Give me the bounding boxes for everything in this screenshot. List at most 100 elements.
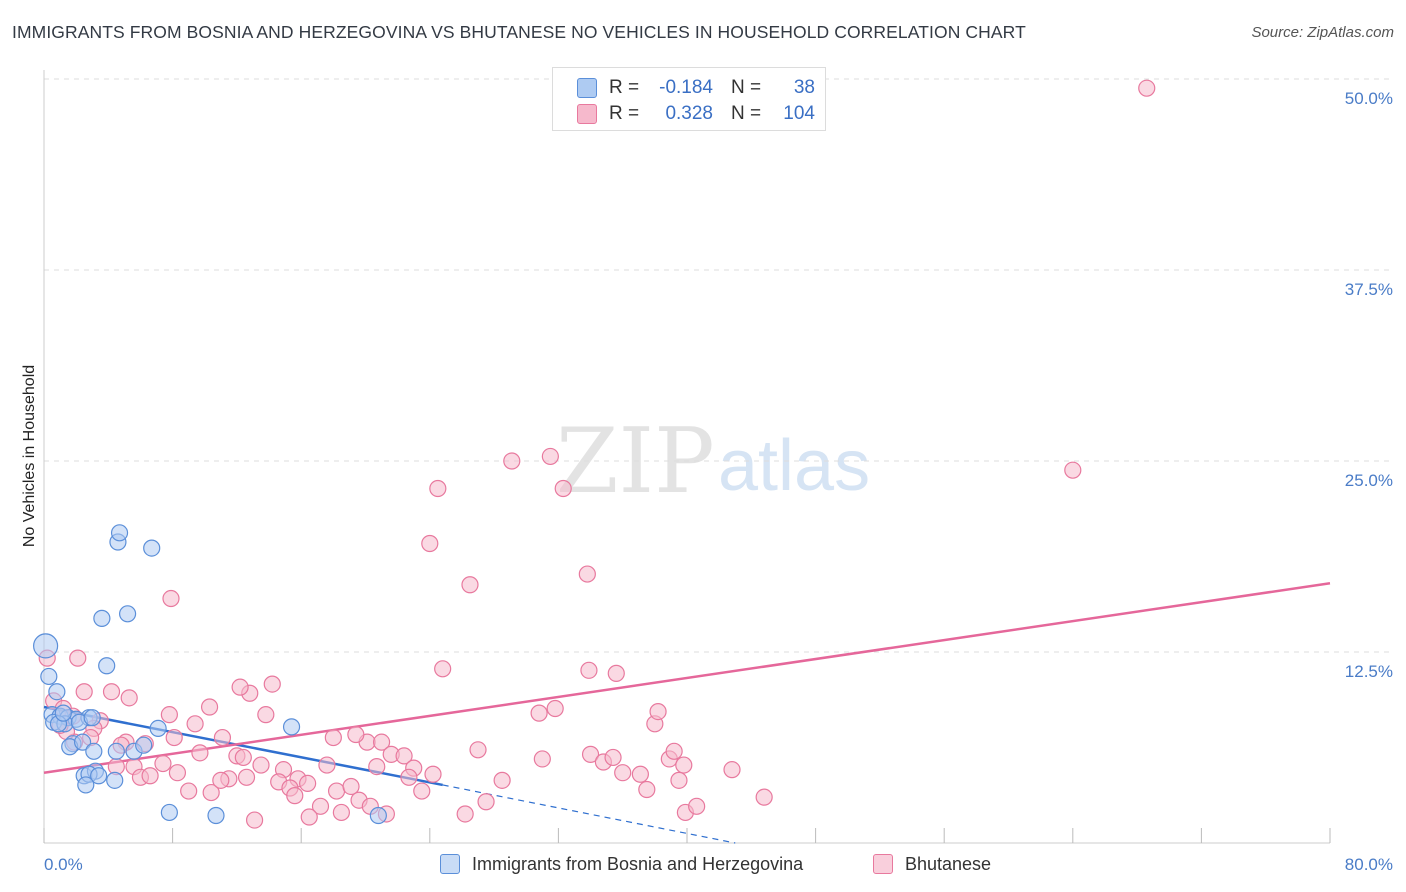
bhutanese-point [237, 768, 256, 786]
legend-r-label: R = [609, 103, 640, 124]
bosnia-point [107, 742, 125, 760]
bhutanese-point [461, 576, 479, 594]
bosnia-points [33, 524, 387, 825]
bhutanese-point [231, 678, 249, 696]
bhutanese-point [234, 748, 252, 767]
bhutanese-point [607, 664, 625, 682]
bosnia-point [73, 733, 92, 751]
y-axis-label: No Vehicles in Household [21, 365, 38, 547]
bhutanese-point [120, 689, 138, 707]
bottom-legend-label-bhutanese: Bhutanese [905, 853, 992, 874]
bhutanese-point [429, 479, 447, 498]
bhutanese-point [413, 782, 431, 800]
legend-row-bhutanese: R = 0.328 N = 104 [577, 102, 815, 126]
y-tick-label-12-5: 12.5% [1345, 662, 1393, 681]
bhutanese-point [434, 660, 452, 678]
bhutanese-point [604, 748, 622, 767]
bhutanese-point [614, 764, 632, 782]
bhutanese-point [456, 805, 474, 823]
bhutanese-point [372, 733, 391, 751]
source-credit: Source: ZipAtlas.com [1251, 24, 1394, 41]
bhutanese-point [1138, 79, 1156, 97]
legend-n-value: 38 [793, 77, 815, 98]
bhutanese-points [38, 79, 1156, 829]
bosnia-point [85, 742, 103, 760]
bhutanese-point [469, 741, 487, 759]
bhutanese-point [541, 447, 559, 466]
bosnia-point [149, 719, 167, 738]
bosnia-point [93, 609, 111, 627]
bottom-legend-label-bosnia: Immigrants from Bosnia and Herzegovina [472, 853, 804, 874]
bhutanese-point [300, 808, 318, 826]
bhutanese-point [168, 764, 187, 782]
bosnia-point [110, 524, 129, 542]
bhutanese-point [477, 793, 495, 811]
watermark-atlas: atlas [718, 426, 870, 506]
y-tick-label-25: 25.0% [1345, 471, 1393, 490]
bhutanese-point [257, 706, 275, 724]
bhutanese-trend-line [43, 582, 1331, 774]
bhutanese-point [400, 768, 418, 786]
bhutanese-point [160, 706, 178, 724]
bhutanese-point [342, 777, 360, 796]
bhutanese-point [200, 698, 219, 716]
bhutanese-point [688, 797, 706, 815]
bhutanese-point [581, 745, 600, 763]
bhutanese-point [530, 704, 548, 722]
legend-r-value: 0.328 [665, 103, 713, 124]
bhutanese-point [263, 675, 281, 693]
bhutanese-point [503, 452, 521, 470]
bhutanese-point [578, 565, 596, 583]
bhutanese-point [154, 754, 172, 773]
bhutanese-point [1064, 461, 1082, 479]
bhutanese-point [395, 747, 413, 765]
bhutanese-point [424, 765, 442, 783]
bhutanese-point [141, 767, 159, 785]
bhutanese-point [332, 803, 350, 822]
chart-title: IMMIGRANTS FROM BOSNIA AND HERZEGOVINA V… [12, 22, 1026, 42]
legend-swatch-blue [577, 78, 597, 98]
bhutanese-point [324, 728, 342, 747]
legend-row-bosnia: R = -0.184 N = 38 [577, 76, 815, 100]
bhutanese-point [180, 782, 198, 800]
bhutanese-point [670, 771, 688, 789]
bhutanese-point [723, 761, 741, 779]
bhutanese-point [554, 479, 572, 498]
bhutanese-point [638, 780, 656, 799]
bottom-legend-swatch-blue [440, 854, 460, 874]
bhutanese-point [631, 765, 649, 783]
bhutanese-point [318, 756, 336, 774]
bosnia-point [160, 803, 178, 822]
legend-n-value: 104 [783, 103, 815, 124]
bhutanese-point [75, 683, 93, 701]
legend-n-label: N = [731, 77, 762, 98]
bhutanese-point [311, 797, 330, 815]
bosnia-point [54, 704, 72, 722]
bhutanese-point [327, 782, 346, 800]
bhutanese-point [202, 783, 220, 802]
y-tick-label-50: 50.0% [1345, 89, 1393, 108]
bhutanese-point [665, 742, 683, 760]
grid-lines [44, 78, 1392, 653]
bhutanese-point [755, 788, 773, 806]
bosnia-point [282, 718, 301, 736]
bhutanese-point [675, 756, 693, 774]
x-tick-label-max: 80.0% [1345, 855, 1393, 874]
legend-r-value: -0.184 [659, 77, 713, 98]
legend-swatch-pink [577, 104, 597, 124]
bosnia-trend-extension [442, 784, 736, 844]
bhutanese-point [580, 661, 598, 679]
bhutanese-point [69, 649, 87, 667]
bosnia-point [143, 539, 161, 557]
bottom-legend-bosnia: Immigrants from Bosnia and Herzegovina [440, 852, 803, 876]
stats-legend: R = -0.184 N = 38 R = 0.328 N = 104 [552, 67, 826, 131]
bosnia-point [77, 776, 95, 794]
legend-r-label: R = [609, 77, 640, 98]
bhutanese-point [191, 744, 209, 762]
bosnia-point [33, 633, 59, 659]
bhutanese-point [286, 787, 304, 805]
bhutanese-point [493, 771, 511, 789]
bhutanese-point [546, 699, 564, 718]
bhutanese-point [102, 683, 121, 701]
